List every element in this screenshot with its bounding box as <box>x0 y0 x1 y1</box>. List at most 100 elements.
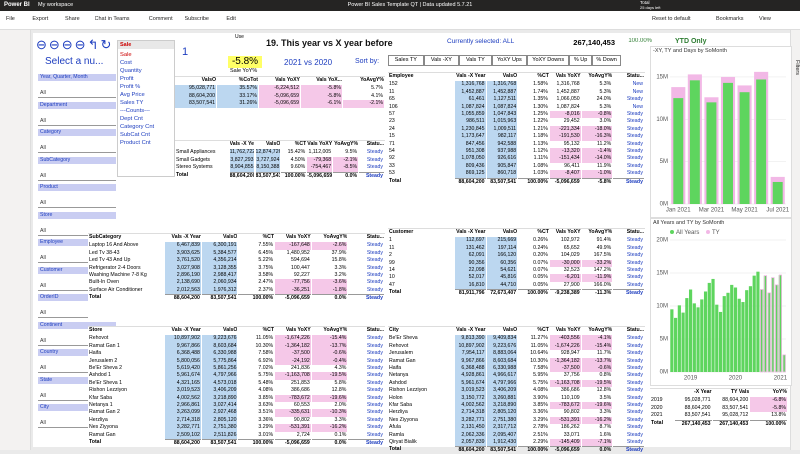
legend-label: All Years <box>676 230 699 236</box>
table-cell: 1.58% <box>533 81 548 88</box>
table-cell: 3,727,924 <box>255 156 281 165</box>
chart: 0M 5M 10M 15M Jan 2021 Mar 2021 May 2021 Jul 20… <box>656 71 790 214</box>
table-cell: 926,616 <box>486 155 518 163</box>
measure-option[interactable]: Category Cnt <box>120 124 155 130</box>
table-cell: 35.57% <box>217 85 258 93</box>
x-tick-label: 2020 <box>729 376 743 382</box>
table-cell: -15.4% <box>311 335 348 343</box>
ribbon-item[interactable]: Bookmarks <box>716 16 744 22</box>
table-cell: 6,368,488 <box>165 350 201 358</box>
table-header: YoAvgY% <box>588 73 613 79</box>
row-label: 33 <box>389 162 395 169</box>
slicer-dropdown[interactable]: All <box>38 199 116 208</box>
measure-option[interactable]: Dept Cnt <box>120 116 143 122</box>
table-cell: 6,368,488 <box>454 365 486 373</box>
row-label: 99 <box>389 259 395 266</box>
table-cell: Steady <box>366 379 383 386</box>
ribbon-item[interactable]: Share <box>65 16 80 22</box>
measure-option[interactable]: Profit <box>120 76 134 82</box>
measure-option[interactable]: Cost <box>120 60 132 66</box>
table-cell: 100.00% <box>518 177 549 185</box>
slicer-dropdown[interactable]: All <box>38 309 116 318</box>
table-cell: 3,019,523 <box>454 387 486 395</box>
sort-button[interactable]: Vals -XY <box>423 55 460 66</box>
ribbon-item[interactable]: Export <box>32 16 49 22</box>
table-cell: 8,603,684 <box>486 357 518 365</box>
table-cell: 8.7% <box>599 424 612 431</box>
sort-button[interactable]: YoXY Downs <box>527 55 570 66</box>
bar <box>733 287 738 372</box>
measure-option[interactable]: Profit % <box>120 84 141 90</box>
ribbon-item[interactable]: Comment <box>148 16 173 22</box>
measure-option[interactable]: SubCat Cnt <box>120 132 150 138</box>
slicer-dropdown[interactable]: All <box>38 144 116 153</box>
table-cell: 905,847 <box>486 162 518 171</box>
measure-option[interactable]: Sale <box>120 52 132 58</box>
sort-button[interactable]: % Down <box>592 55 622 66</box>
table-cell: 15.42% <box>287 149 306 156</box>
bar <box>718 311 723 372</box>
table-cell: Steady <box>626 267 643 273</box>
nav-buttons[interactable]: ⊖⊖⊖⊖↰↻ <box>36 37 114 51</box>
ribbon-item[interactable]: Chat in Teams <box>94 16 130 22</box>
slicer-dropdown[interactable]: All <box>38 364 116 373</box>
table-cell: 3.3% <box>334 416 347 423</box>
table-cell: -79,368 <box>307 156 333 165</box>
table-cell: 9,813,390 <box>454 335 486 343</box>
sort-button[interactable]: YoXY Ups <box>491 55 528 66</box>
sort-button[interactable]: % Up <box>569 55 592 66</box>
table-cell: 3,282,771 <box>454 416 486 425</box>
table-cell: 4,966,617 <box>486 372 518 380</box>
table-cell: 7.55% <box>258 242 274 249</box>
table-cell: -221,334 <box>549 125 581 134</box>
y-tick-label: 0M <box>660 370 668 376</box>
table-cell: Steady <box>626 335 643 342</box>
table-cell: Steady <box>626 357 643 364</box>
slicer-dropdown[interactable]: All <box>38 419 116 428</box>
measure-option[interactable]: Quantity <box>120 68 142 74</box>
bar <box>739 92 750 204</box>
slicer-dropdown[interactable]: All <box>38 172 116 181</box>
measure-option[interactable]: ---Counts--- <box>120 108 150 114</box>
table-cell: 1.21% <box>533 125 548 132</box>
table-cell: Steady <box>366 257 383 264</box>
sort-button[interactable]: Sales TY <box>388 55 424 66</box>
slicer-dropdown[interactable]: All <box>38 254 116 263</box>
ribbon-item[interactable]: File <box>6 16 15 22</box>
slicer-dropdown[interactable]: All <box>38 392 116 401</box>
row-label: Qiryat Bialik <box>389 439 417 445</box>
row-label: 54 <box>389 148 395 154</box>
table-header: ValsO <box>223 234 238 240</box>
ribbon-item[interactable]: Reset to default <box>652 16 691 22</box>
table-cell: 809,436 <box>454 162 486 171</box>
sort-button[interactable]: Vals TY <box>459 55 492 66</box>
slicer-dropdown[interactable]: All <box>38 227 116 236</box>
slicer-dropdown[interactable]: All <box>38 89 116 98</box>
row-label: 57 <box>389 111 395 117</box>
ribbon-item[interactable]: View <box>759 16 771 22</box>
table-cell: 167.5% <box>593 252 612 259</box>
table-header: ValsO <box>502 73 518 79</box>
ribbon-item[interactable]: Subscribe <box>184 16 209 22</box>
bar <box>748 286 753 372</box>
table-header: Statu... <box>626 73 644 79</box>
bar <box>715 304 719 372</box>
table-cell: -37,500 <box>549 365 581 373</box>
table-cell: Steady <box>626 259 643 266</box>
slicer-dropdown[interactable]: All <box>38 117 116 126</box>
table-header: ValsO <box>201 77 216 83</box>
table-cell: 2.37% <box>258 286 274 293</box>
ytd-toggle[interactable]: YTD Only <box>675 38 707 45</box>
measure-option[interactable]: Avg Price <box>120 92 145 98</box>
measure-option[interactable]: Sales TY <box>120 100 144 106</box>
slicer-dropdown[interactable]: All <box>38 282 116 291</box>
table-cell: -1,163,708 <box>549 379 581 388</box>
table-cell: -5,096,659 <box>307 171 333 179</box>
table-cell: 83,507,541 <box>255 171 281 179</box>
slicer-title: OrderID <box>38 294 116 301</box>
row-label: Nes Ziyyona <box>89 424 118 431</box>
measure-option[interactable]: Product Cnt <box>120 140 151 146</box>
slicer-dropdown[interactable]: All <box>38 337 116 346</box>
table-key-header: Customer <box>389 229 414 235</box>
ribbon-item[interactable]: Edit <box>226 16 236 22</box>
